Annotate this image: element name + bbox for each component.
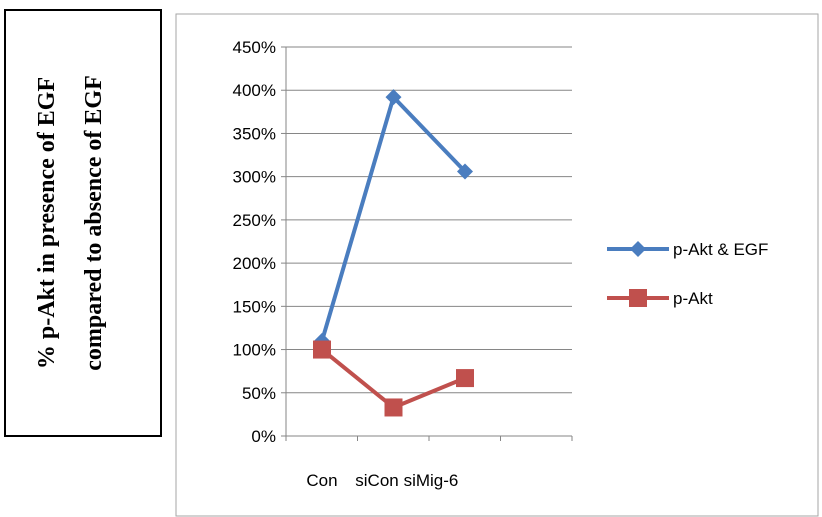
ylabel-box: [4, 9, 162, 437]
legend-item: p-Akt: [607, 289, 713, 308]
x-tick-labels: Con siCon siMig-6: [306, 471, 458, 490]
x-tick-label: siMig-6: [404, 471, 459, 490]
legend-label: p-Akt & EGF: [673, 240, 768, 259]
data-point: [384, 398, 403, 417]
legend-label: p-Akt: [673, 289, 713, 308]
y-tick-label: 50%: [242, 384, 276, 403]
x-tick-label: Con: [306, 471, 337, 490]
ylabel-line-2: compared to absence of EGF: [81, 75, 107, 371]
y-tick-label: 450%: [233, 38, 276, 57]
series-group: [313, 89, 474, 417]
y-tick-label: 150%: [233, 297, 276, 316]
legend-marker: [630, 241, 646, 257]
x-tick-label: siCon: [355, 471, 398, 490]
y-tick-label: 250%: [233, 211, 276, 230]
y-tick-label: 300%: [233, 168, 276, 187]
series-0: [314, 89, 473, 349]
axes: [281, 46, 573, 441]
gridlines: [286, 46, 572, 394]
data-point: [313, 340, 331, 359]
legend: p-Akt & EGF p-Akt: [607, 240, 768, 308]
y-tick-label: 200%: [233, 254, 276, 273]
y-tick-label: 400%: [233, 81, 276, 100]
y-tick-label: 350%: [233, 124, 276, 143]
legend-item: p-Akt & EGF: [607, 240, 768, 259]
legend-marker: [629, 289, 647, 307]
data-point: [385, 89, 402, 106]
series-1: [313, 340, 474, 417]
y-tick-label: 0%: [251, 427, 276, 446]
ylabel-line-1: % p-Akt in presence of EGF: [34, 77, 60, 369]
data-point: [457, 163, 473, 180]
data-point: [456, 369, 474, 388]
y-tick-label: 100%: [233, 341, 276, 360]
chart-frame: [175, 13, 819, 517]
y-tick-labels: 0% 50% 100% 150% 200% 250% 300% 350% 400% 450%: [233, 38, 276, 446]
